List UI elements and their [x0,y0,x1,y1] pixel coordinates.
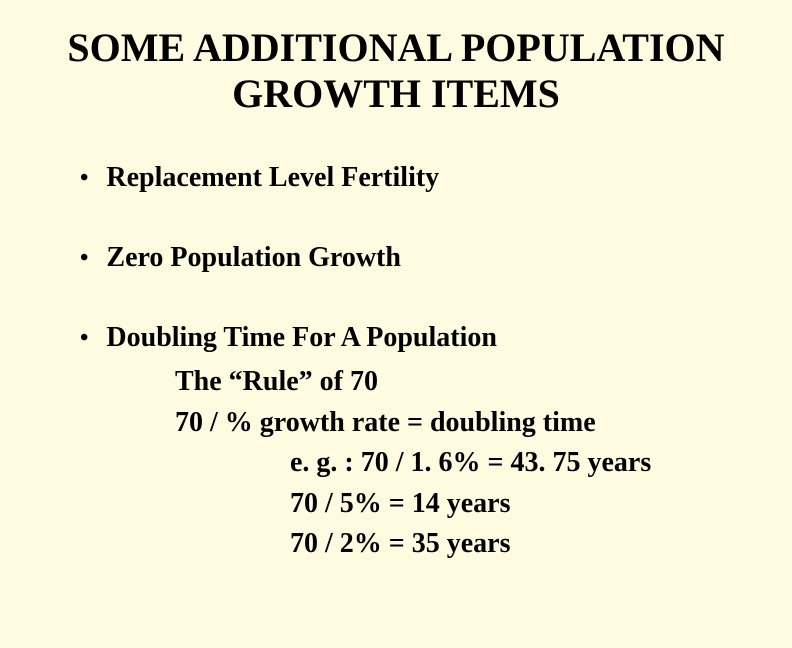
bullet-text: Replacement Level Fertility [106,162,439,194]
bullet-item: • Doubling Time For A Population [80,322,732,354]
example-line: 70 / 2% = 35 years [290,524,732,565]
bullet-text: Zero Population Growth [106,242,401,274]
slide-title: SOME ADDITIONAL POPULATION GROWTH ITEMS [60,25,732,117]
sub-lines: The “Rule” of 70 70 / % growth rate = do… [80,362,732,443]
bullet-marker: • [80,242,88,274]
bullet-item: • Replacement Level Fertility [80,162,732,194]
slide-body: • Replacement Level Fertility • Zero Pop… [60,162,732,565]
sub-line: The “Rule” of 70 [175,362,732,403]
example-line: 70 / 5% = 14 years [290,484,732,525]
bullet-marker: • [80,162,88,194]
example-lines: e. g. : 70 / 1. 6% = 43. 75 years 70 / 5… [80,443,732,565]
bullet-marker: • [80,322,88,354]
bullet-text: Doubling Time For A Population [106,322,497,354]
sub-line: 70 / % growth rate = doubling time [175,403,732,444]
example-line: e. g. : 70 / 1. 6% = 43. 75 years [290,443,732,484]
bullet-item: • Zero Population Growth [80,242,732,274]
